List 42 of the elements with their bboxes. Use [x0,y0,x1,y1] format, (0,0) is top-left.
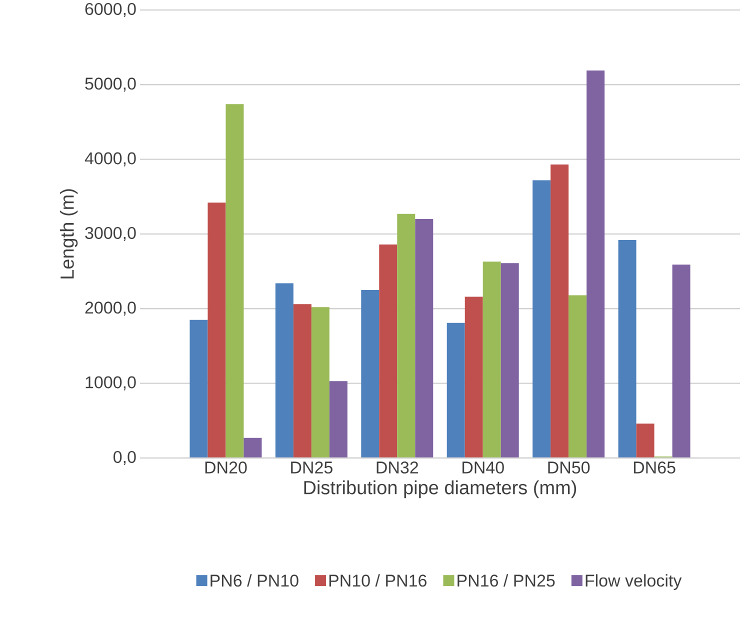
bar [311,307,330,458]
legend-label: PN6 / PN10 [210,574,298,587]
y-tick-label: 5000,0 [85,78,136,92]
bar [550,164,569,458]
bar [208,202,226,458]
bar [226,104,244,458]
bar [532,180,551,458]
bar [482,262,501,458]
y-tick-label: 0,0 [114,450,136,466]
bar [618,240,636,458]
bar [397,214,416,458]
x-tick-label: DN50 [548,462,590,474]
bar [275,283,294,458]
bar [361,290,380,458]
bar [636,424,654,458]
bar [500,263,519,458]
x-axis-title: Distribution pipe diameters (mm) [304,480,576,498]
x-tick-label: DN32 [376,462,418,474]
x-tick-label: DN20 [205,462,247,474]
y-tick-label: 1000,0 [86,376,136,390]
y-tick-label: 4000,0 [84,152,136,166]
legend-label: Flow velocity [586,574,682,590]
bar [672,264,690,458]
y-axis-title: Length (m) [60,189,78,278]
y-tick-label: 2000,0 [85,302,136,316]
x-tick-label: DN25 [291,462,332,474]
x-tick-label: DN40 [462,462,504,474]
bar [464,296,483,458]
bar [446,322,465,458]
x-tick-label: DN65 [634,462,676,474]
bar [190,320,208,458]
bar [568,295,587,458]
bar [415,219,434,458]
bar [329,381,348,458]
legend-label: PN10 / PN16 [329,574,426,587]
bar [379,244,398,458]
bar [244,438,262,458]
legend-label: PN16 / PN25 [458,574,555,587]
bar [586,70,605,458]
y-tick-label: 6000,0 [85,2,136,18]
y-tick-label: 3000,0 [85,226,136,242]
bar [293,304,312,458]
